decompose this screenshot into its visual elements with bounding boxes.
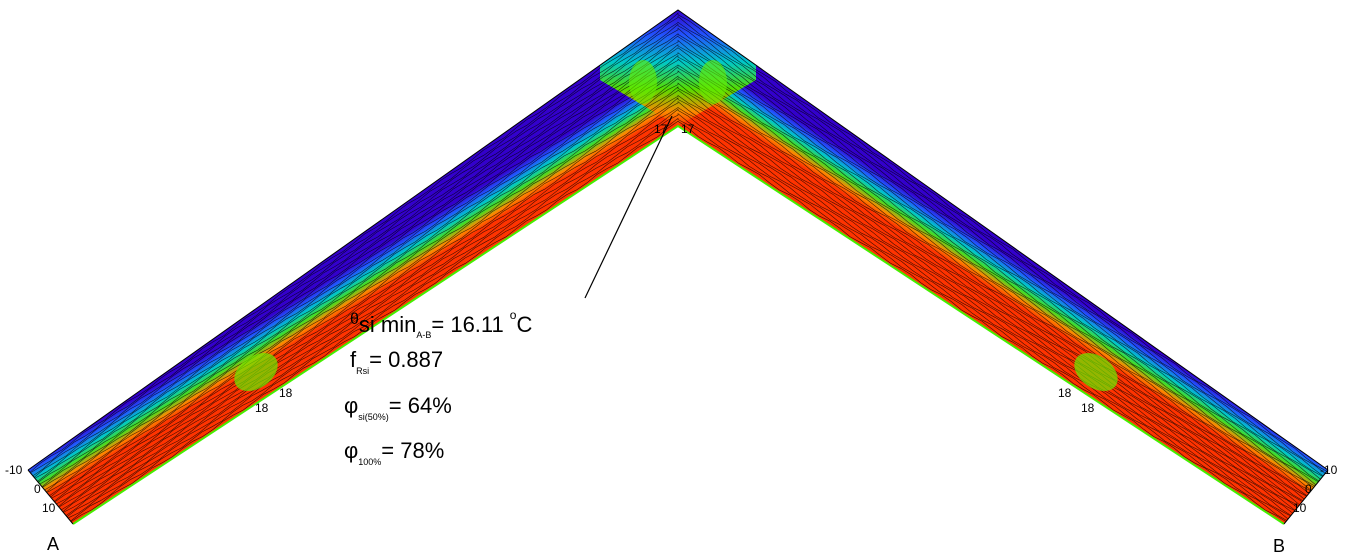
right-end-edge [1283,469,1329,525]
isotherm-line [63,100,1293,514]
theta-degree: o [510,308,517,322]
isotherm-line [56,82,1301,506]
isotherm-line [48,64,1308,497]
isotherm-label-apex-right: 17 [681,122,695,136]
isotherm-line [45,54,1311,493]
theta-symbol: θ [350,311,359,328]
isotherm-line [44,52,1313,492]
bracket-blobs [234,60,1118,392]
bracket-apex-left [629,60,657,104]
isotherm-line [69,117,1288,522]
phi50-subscript: si(50%) [358,412,389,422]
frsi-value: = 0.887 [369,347,443,372]
phi50-value: = 64% [389,393,452,418]
endpoint-b: B [1273,536,1285,556]
isotherm-label-apex-left: 17 [654,122,668,136]
wall-section [27,9,1329,525]
theta-line: θsi minA-B= 16.11 oC [350,308,532,340]
isotherm-line [35,27,1321,480]
isotherm-line [32,21,1324,477]
phi50-line: φsi(50%)= 64% [344,393,452,422]
isotherm-label-left-bottom: 18 [255,401,269,415]
right-scale-label-1: -10 [1320,463,1338,477]
theta-unit: C [516,312,532,337]
frsi-symbol: f [350,347,357,372]
theta-subscript: si min [359,312,416,337]
left-scale-label-3: 10 [42,501,56,515]
theta-range: A-B [416,330,431,340]
bracket-apex-right [699,60,727,104]
isotherm-line [38,35,1318,483]
isotherm-line [71,120,1286,522]
isotherm-line [57,86,1299,508]
isotherm-line [53,75,1304,503]
phi100-line: φ100%= 78% [344,438,444,467]
leader-line [584,115,673,299]
isotherm-line [39,39,1317,486]
isotherm-line [36,33,1320,483]
inner-surface-line [72,124,1285,525]
isotherm-line [41,43,1315,488]
endpoint-a: A [47,534,59,554]
isotherm-label-right-top: 18 [1058,386,1072,400]
right-wall-fill [678,10,1328,524]
bracket-left [234,352,278,392]
isotherm-line [42,47,1314,488]
bracket-right [1074,352,1118,392]
isotherm-line [50,66,1307,498]
isotherm-line [47,58,1310,494]
phi50-symbol: φ [344,393,358,418]
isotherm-label-right-bottom: 18 [1081,401,1095,415]
phi100-subscript: 100% [358,457,381,467]
frsi-line: fRsi= 0.887 [350,347,443,376]
isotherm-line [60,94,1296,512]
right-scale-label-2: 0 [1305,482,1312,496]
isotherm-line [30,15,1326,474]
isotherm-line [29,12,1327,473]
results-block: θsi minA-B= 16.11 oC fRsi= 0.887 φsi(50%)… [344,308,532,467]
phi100-value: = 78% [381,438,444,463]
theta-value: = 16.11 [431,312,503,337]
isotherm-line [33,23,1323,478]
wall-outer-edge [27,9,1329,471]
isotherm-line [51,70,1305,500]
isotherm-line [59,89,1298,508]
isotherm-label-left-top: 18 [279,386,293,400]
isotherm-line [62,97,1295,513]
right-scale-label-3: 10 [1293,501,1307,515]
left-scale-label-2: 0 [34,482,41,496]
isotherm-line [54,77,1302,503]
left-scale-label-1: -10 [5,463,23,477]
left-end-edge [27,469,74,525]
isotherm-line [65,106,1292,517]
frsi-subscript: Rsi [356,366,369,376]
phi100-symbol: φ [344,438,358,463]
